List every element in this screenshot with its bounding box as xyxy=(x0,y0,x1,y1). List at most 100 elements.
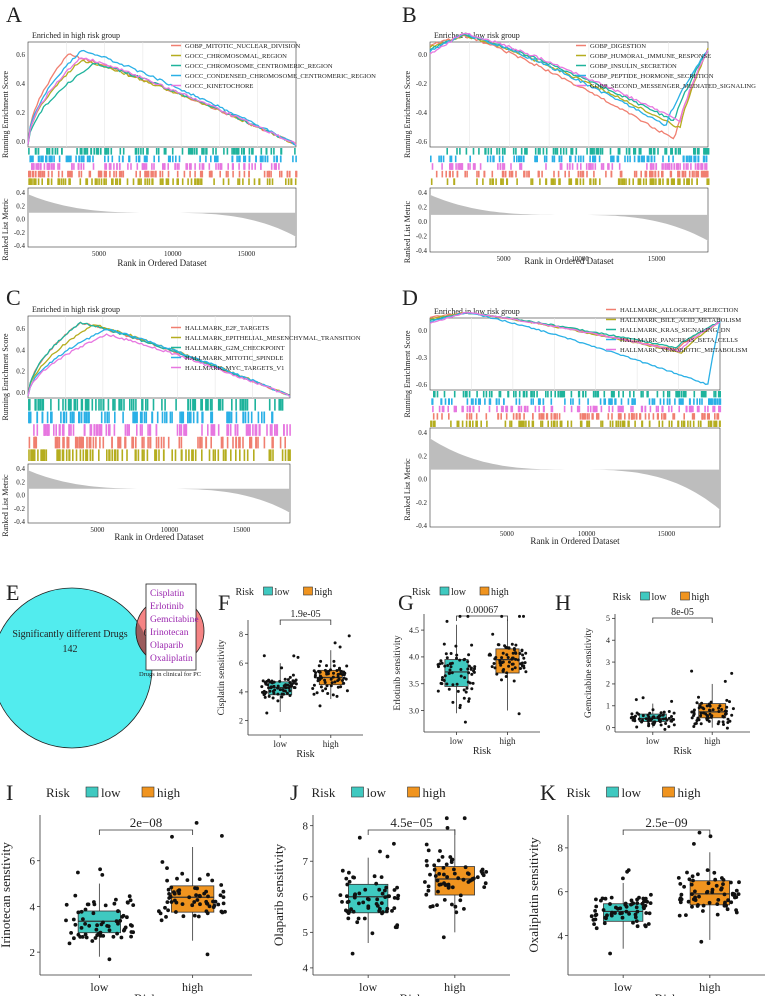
gsea-hit-mark-C xyxy=(33,449,36,461)
gsea-hit-mark-D xyxy=(519,413,521,420)
data-point-G-high xyxy=(493,657,497,661)
venn-drug-5: Olaparib xyxy=(150,641,183,651)
gsea-hit-mark-D xyxy=(553,413,555,420)
data-point-G-high xyxy=(500,678,503,682)
data-point-H-high xyxy=(708,712,712,716)
gsea-hit-mark-D xyxy=(597,391,600,398)
gsea-rank-tick-B: -0.4 xyxy=(416,247,428,255)
gsea-hit-mark-B xyxy=(611,155,613,163)
y-tick-label-H: 4 xyxy=(606,636,610,645)
gsea-hit-mark-A xyxy=(258,178,260,185)
gsea-hit-mark-C xyxy=(42,449,44,461)
legend-label-F-high: high xyxy=(315,587,333,598)
gsea-hit-mark-B xyxy=(582,178,585,185)
data-point-F-high xyxy=(323,668,327,672)
gsea-hit-mark-A xyxy=(219,163,222,170)
gsea-hit-mark-C xyxy=(271,436,273,449)
gsea-hit-mark-C xyxy=(88,436,91,449)
gsea-hit-mark-D xyxy=(496,398,498,405)
gsea-rank-tick-A: 0.4 xyxy=(16,189,25,197)
y-tick-label-I: 6 xyxy=(30,856,36,868)
gsea-es-tick-A: 0.4 xyxy=(16,80,25,88)
gsea-hit-mark-B xyxy=(588,163,590,170)
gsea-hit-mark-A xyxy=(53,155,55,163)
gsea-hit-mark-A xyxy=(111,178,113,185)
gsea-hit-mark-A xyxy=(80,163,82,170)
gsea-hit-mark-A xyxy=(248,178,250,185)
data-point-G-high xyxy=(513,666,517,670)
data-point-K-high xyxy=(690,874,695,879)
gsea-hit-mark-A xyxy=(79,148,82,155)
data-point-F-low xyxy=(267,686,271,690)
data-point-H-low xyxy=(664,717,668,721)
gsea-hit-mark-B xyxy=(696,148,699,155)
gsea-hit-mark-B xyxy=(641,155,643,163)
data-point-K-high xyxy=(730,891,735,896)
gsea-hit-mark-A xyxy=(215,163,217,170)
data-point-F-low xyxy=(272,685,276,689)
gsea-hit-mark-D xyxy=(450,420,452,427)
gsea-hit-mark-B xyxy=(695,170,697,178)
x-label-F: Risk xyxy=(296,749,314,760)
data-point-I-low xyxy=(73,922,78,927)
gsea-es-tick-C: 0.6 xyxy=(16,325,25,333)
gsea-hit-mark-D xyxy=(438,405,441,413)
gsea-hit-mark-A xyxy=(80,170,83,178)
gsea-hit-mark-D xyxy=(550,398,553,405)
gsea-hit-mark-A xyxy=(57,163,59,170)
gsea-hit-mark-B xyxy=(668,155,670,163)
data-point-F-low xyxy=(261,679,265,683)
gsea-hit-mark-B xyxy=(493,155,495,163)
gsea-hit-mark-D xyxy=(656,391,659,398)
data-point-K-low xyxy=(601,908,606,912)
data-point-H-low xyxy=(664,722,668,725)
gsea-hit-mark-A xyxy=(104,170,106,178)
data-point-H-high xyxy=(697,695,700,699)
gsea-hit-mark-C xyxy=(87,411,89,424)
gsea-hit-mark-C xyxy=(188,449,190,461)
gsea-hit-mark-A xyxy=(90,148,93,155)
gsea-hit-mark-C xyxy=(185,424,188,436)
gsea-hit-mark-D xyxy=(563,391,566,398)
gsea-hit-mark-A xyxy=(287,178,290,185)
data-point-G-high xyxy=(523,661,527,665)
data-point-F-low xyxy=(276,692,280,696)
gsea-hit-mark-B xyxy=(449,163,451,170)
data-point-G-high xyxy=(500,656,504,660)
gsea-hit-mark-D xyxy=(436,413,439,420)
data-point-K-low xyxy=(623,901,628,906)
data-point-H-low xyxy=(667,716,671,720)
gsea-hit-mark-D xyxy=(505,413,508,420)
gsea-hit-mark-B xyxy=(500,178,502,185)
gsea-hit-mark-D xyxy=(587,405,589,413)
data-point-F-high xyxy=(336,672,340,676)
gsea-hit-mark-B xyxy=(673,163,675,170)
data-point-G-low xyxy=(471,681,475,685)
gsea-hit-mark-D xyxy=(507,391,509,398)
gsea-legend-label-C-3: HALLMARK_G2M_CHECKPOINT xyxy=(185,345,285,352)
gsea-hit-mark-B xyxy=(634,148,637,155)
gsea-hit-mark-B xyxy=(472,163,475,170)
gsea-hit-mark-B xyxy=(663,163,665,170)
data-point-F-low xyxy=(269,685,273,689)
gsea-hit-mark-B xyxy=(705,170,708,178)
gsea-hit-mark-A xyxy=(111,155,114,163)
gsea-hit-mark-B xyxy=(575,178,578,185)
data-point-F-high xyxy=(319,659,323,663)
data-point-K-low xyxy=(635,897,639,902)
gsea-hit-mark-A xyxy=(77,163,80,170)
gsea-hit-mark-C xyxy=(48,424,50,436)
gsea-hit-mark-A xyxy=(140,148,142,155)
data-point-J-low xyxy=(379,901,384,905)
gsea-hit-mark-A xyxy=(29,178,32,185)
gsea-hit-mark-A xyxy=(88,170,91,178)
gsea-hit-mark-C xyxy=(210,424,213,436)
gsea-hit-mark-B xyxy=(655,163,658,170)
gsea-es-curve-C-4 xyxy=(27,328,291,398)
gsea-hit-mark-B xyxy=(515,148,517,155)
data-point-I-high xyxy=(170,834,174,839)
gsea-hit-mark-D xyxy=(685,391,687,398)
gsea-hit-mark-D xyxy=(526,391,528,398)
gsea-hit-mark-A xyxy=(172,178,174,185)
